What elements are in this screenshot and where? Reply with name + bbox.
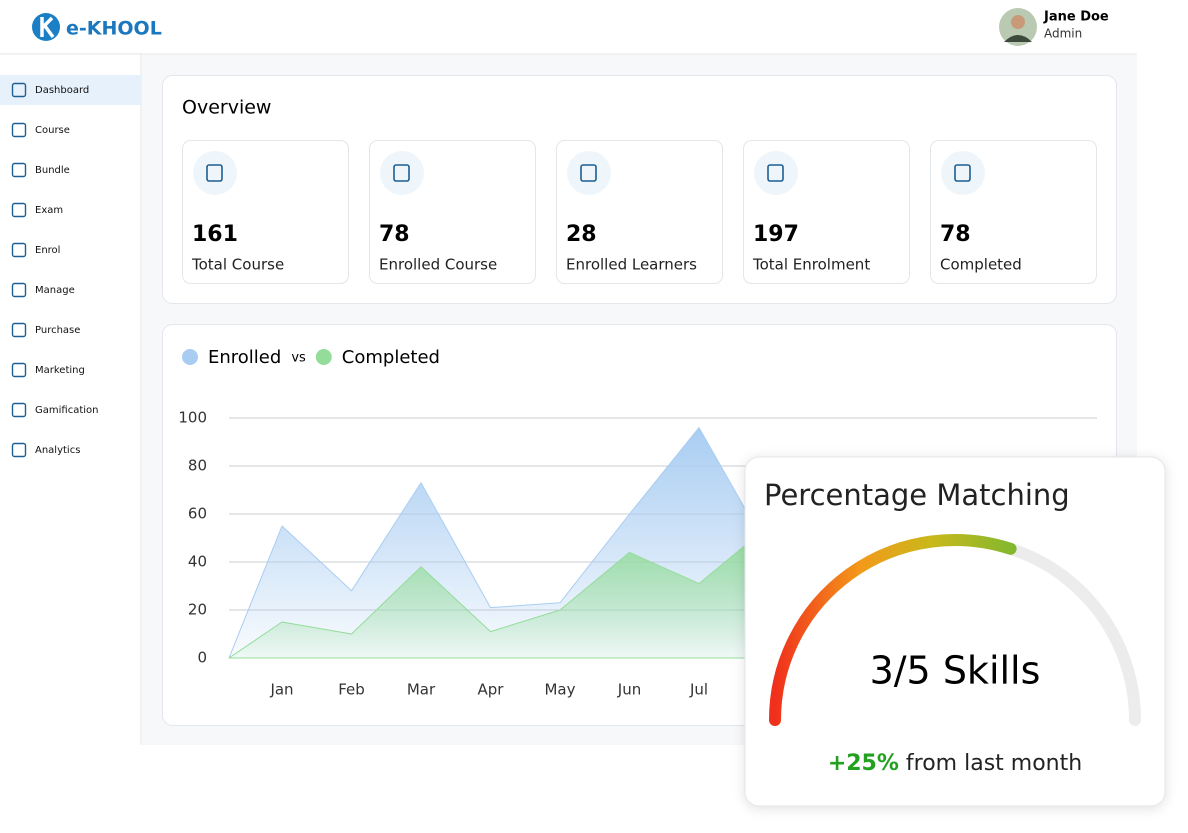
menu-icon (11, 242, 27, 258)
menu-item[interactable]: Gamification (35, 405, 98, 416)
menu-icon (11, 442, 27, 458)
menu-item[interactable]: Exam (35, 205, 63, 216)
active-item-bg (0, 75, 141, 105)
gauge-change: +25% from last month (828, 751, 1082, 776)
menu-item[interactable]: Manage (35, 285, 75, 296)
y-tick-label: 60 (188, 505, 207, 523)
stat-icon (767, 164, 784, 182)
menu-item[interactable]: Dashboard (35, 85, 89, 96)
stat-icon-bg (193, 151, 237, 195)
x-tick-label: Jun (617, 681, 641, 699)
stat-value: 28 (566, 222, 597, 247)
stat-icon-bg (567, 151, 611, 195)
sidebar: Dashboard Course Bundle Exam Enrol Manage Purc… (0, 75, 141, 458)
menu-item[interactable]: Analytics (35, 445, 80, 456)
menu-item[interactable]: Marketing (35, 365, 85, 376)
user-name[interactable]: Jane Doe (1043, 10, 1109, 25)
overview-title: Overview (182, 97, 271, 119)
menu-icon (11, 82, 27, 98)
gauge-label: 3/5 Skills (870, 649, 1041, 693)
x-tick-label: Jul (689, 681, 708, 699)
gauge-title: Percentage Matching (764, 478, 1070, 512)
y-tick-label: 100 (178, 409, 207, 427)
stat-value: 78 (379, 222, 410, 247)
stat-icon (393, 164, 410, 182)
stat-value: 197 (753, 222, 799, 247)
stat-label: Completed (940, 256, 1022, 274)
stat-value: 161 (192, 222, 238, 247)
user-role: Admin (1044, 27, 1082, 41)
stat-icon (580, 164, 597, 182)
change-value: +25% (828, 751, 899, 776)
x-tick-label: Mar (407, 681, 436, 699)
menu-item[interactable]: Purchase (35, 325, 80, 336)
y-tick-label: 0 (197, 649, 207, 667)
stat-icon (206, 164, 223, 182)
stat-label: Enrolled Course (379, 256, 497, 274)
stat-label: Enrolled Learners (566, 256, 697, 274)
stat-icon-bg (941, 151, 985, 195)
change-text: from last month (906, 751, 1082, 776)
menu-item[interactable]: Course (35, 125, 70, 136)
y-tick-label: 40 (188, 553, 207, 571)
menu-icon (11, 282, 27, 298)
header (0, 0, 1137, 54)
legend-marker (315, 349, 332, 365)
x-tick-label: Jan (269, 681, 293, 699)
logo-text: e-KHOOL (66, 18, 162, 40)
legend-separator: vs (291, 351, 306, 366)
stats: 161 Total Course 78 Enrolled Course 28 Enroll… (182, 140, 1097, 284)
menu-icon (11, 202, 27, 218)
legend-label[interactable]: Enrolled (208, 347, 281, 368)
legend-marker (182, 349, 198, 365)
gauge-arc (769, 534, 1017, 726)
x-tick-label: Apr (478, 681, 505, 699)
menu-icon (11, 362, 27, 378)
gauge-card (744, 456, 1166, 807)
menu-item[interactable]: Bundle (35, 165, 70, 176)
stat-icon-bg (380, 151, 424, 195)
menu-item[interactable]: Enrol (35, 245, 60, 256)
legend-label[interactable]: Completed (342, 347, 440, 368)
gauge (769, 534, 1141, 726)
stat-label: Total Enrolment (752, 256, 870, 274)
logo-icon (32, 13, 60, 41)
y-tick-label: 20 (188, 601, 207, 619)
chart: Enrolled vs Completed 0 20 40 60 80 100 Jan Feb Mar… (178, 347, 1097, 699)
x-tick-label: Feb (338, 681, 365, 699)
menu-icon (11, 322, 27, 338)
y-tick-label: 80 (188, 457, 207, 475)
stat-icon (954, 164, 971, 182)
x-tick-label: May (544, 681, 575, 699)
stat-label: Total Course (191, 256, 284, 274)
menu-icon (11, 402, 27, 418)
stat-value: 78 (940, 222, 971, 247)
stat-icon-bg (754, 151, 798, 195)
menu-icon (11, 122, 27, 138)
avatar[interactable] (999, 8, 1037, 46)
menu-icon (11, 162, 27, 178)
